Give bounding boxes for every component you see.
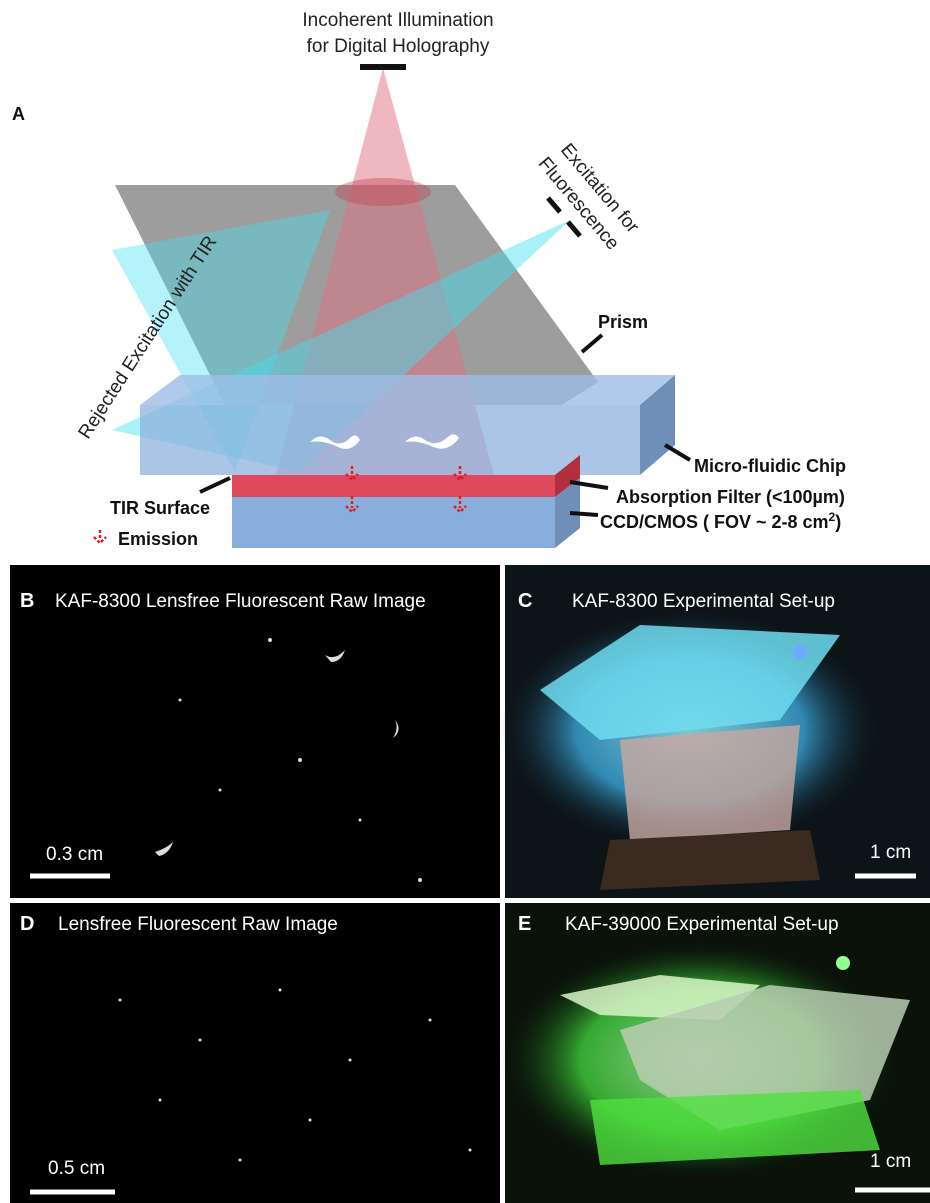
setup-c <box>500 610 880 890</box>
sensor-superscript: 2 <box>829 510 836 524</box>
panel-label: B <box>20 590 34 612</box>
chip-label: Micro-fluidic Chip <box>694 456 846 476</box>
emission-arrows <box>93 466 467 545</box>
chip-front <box>140 405 640 475</box>
sensor-suffix: ) <box>835 512 841 532</box>
panel-label: E <box>518 913 531 935</box>
illumination-label: for Digital Holography <box>307 36 490 57</box>
panel-title: KAF-8300 Lensfree Fluorescent Raw Image <box>55 591 426 612</box>
pointer-arrows <box>199 333 692 517</box>
panel-overlays: B KAF-8300 Lensfree Fluorescent Raw Image… <box>20 590 930 1195</box>
beam-section <box>335 178 431 206</box>
setup-e <box>500 940 910 1180</box>
panel-label: C <box>518 590 532 612</box>
light-source <box>566 220 582 238</box>
schematic <box>93 64 692 548</box>
emission-label: Emission <box>118 529 198 549</box>
filter-side <box>555 455 580 497</box>
sensor <box>232 497 555 548</box>
panel-label: A <box>12 104 25 124</box>
raw-image <box>10 903 500 1203</box>
scale-label: 0.3 cm <box>46 844 103 865</box>
panel-title: KAF-39000 Experimental Set-up <box>565 914 839 935</box>
illumination-label: Incoherent Illumination <box>302 10 493 31</box>
filter-label: Absorption Filter (<100µm) <box>616 487 845 507</box>
scale-label: 0.5 cm <box>48 1158 105 1179</box>
chip-side <box>640 375 675 475</box>
sensor-text: CCD/CMOS ( FOV ~ 2-8 cm <box>600 512 829 532</box>
cell <box>405 434 459 449</box>
sensor-side <box>555 478 580 548</box>
raw-image <box>10 565 500 898</box>
rejected-beam <box>112 210 330 472</box>
chip-top <box>140 375 675 405</box>
cell <box>310 435 360 449</box>
light-source <box>546 196 562 214</box>
prism-label: Prism <box>598 312 648 332</box>
panel-title: KAF-8300 Experimental Set-up <box>572 591 835 612</box>
sensor-label: CCD/CMOS ( FOV ~ 2-8 cm2) <box>600 510 841 532</box>
panel-title: Lensfree Fluorescent Raw Image <box>58 914 338 935</box>
fluorescent-spots <box>118 638 472 1162</box>
scale-label: 1 cm <box>870 842 911 863</box>
scale-label: 1 cm <box>870 1151 911 1172</box>
panel-label: D <box>20 913 34 935</box>
tir-label: TIR Surface <box>110 498 210 518</box>
absorption-filter <box>232 475 555 497</box>
